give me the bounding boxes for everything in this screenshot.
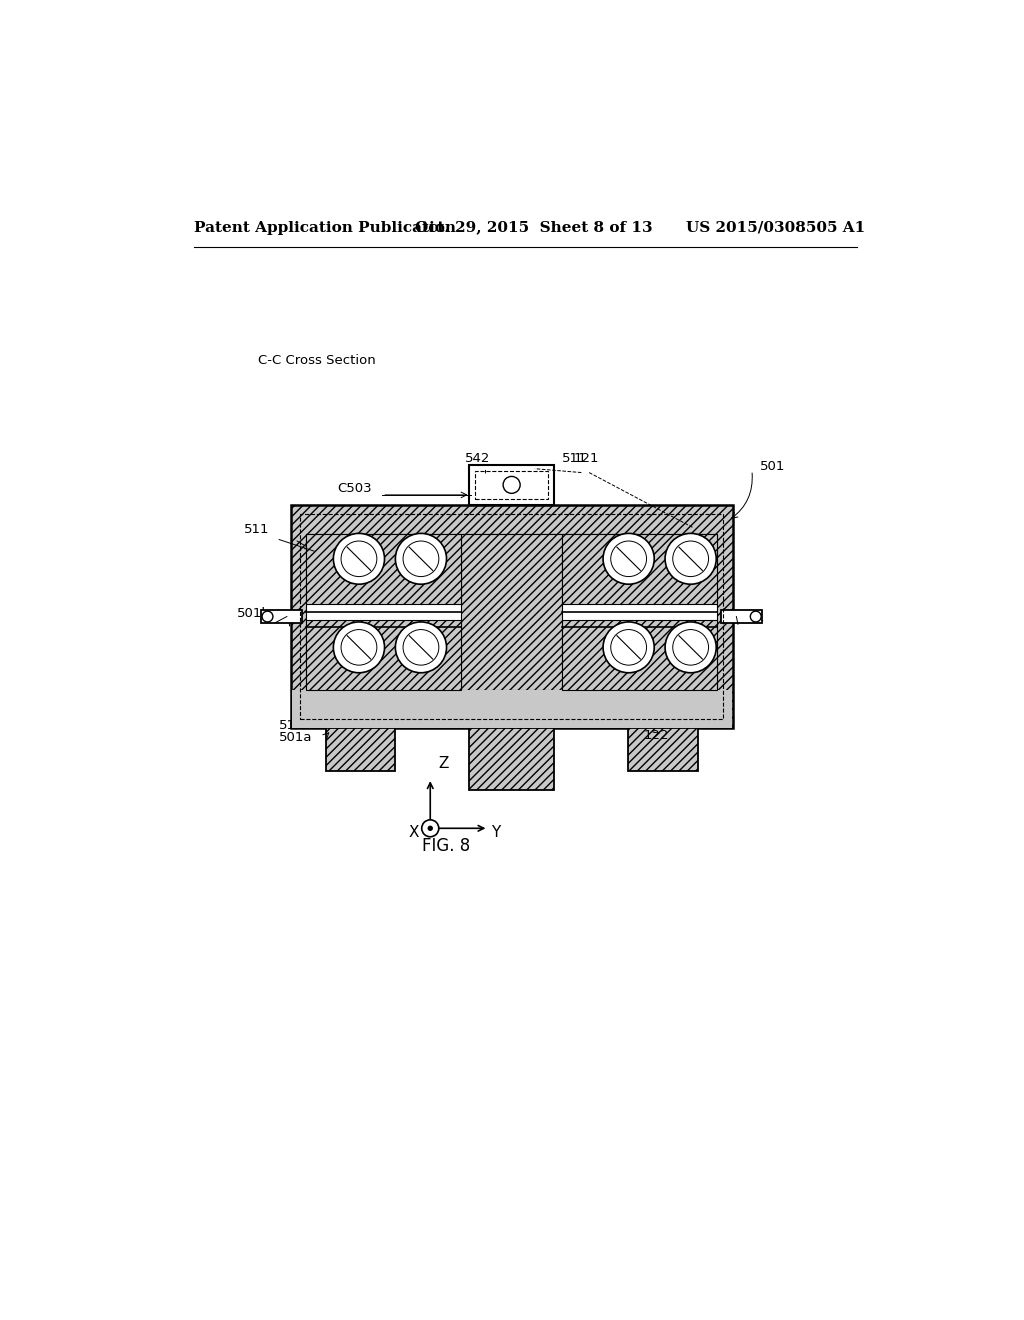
Circle shape: [262, 611, 273, 622]
Circle shape: [334, 622, 385, 673]
Circle shape: [665, 622, 716, 673]
Text: Patent Application Publication: Patent Application Publication: [194, 220, 456, 235]
Text: Y: Y: [490, 825, 500, 840]
Bar: [721, 610, 762, 623]
Bar: [292, 689, 732, 729]
Text: Oct. 29, 2015  Sheet 8 of 13: Oct. 29, 2015 Sheet 8 of 13: [415, 220, 652, 235]
Circle shape: [751, 611, 761, 622]
Bar: [300, 515, 723, 719]
Bar: [306, 535, 717, 689]
Circle shape: [334, 533, 385, 585]
Circle shape: [503, 477, 520, 494]
Text: 501: 501: [760, 459, 785, 473]
Circle shape: [665, 533, 716, 585]
Circle shape: [395, 533, 446, 585]
Text: 541: 541: [740, 611, 766, 624]
Text: US 2015/0308505 A1: US 2015/0308505 A1: [686, 220, 865, 235]
Bar: [562, 535, 717, 605]
Bar: [291, 506, 732, 729]
Circle shape: [395, 622, 446, 673]
Bar: [306, 535, 461, 605]
Circle shape: [428, 825, 433, 832]
Bar: [628, 729, 697, 771]
Circle shape: [603, 622, 654, 673]
Text: 511: 511: [562, 451, 588, 465]
Text: Z: Z: [438, 755, 449, 771]
Text: 512: 512: [280, 719, 304, 733]
Bar: [562, 619, 717, 689]
Text: 542: 542: [465, 451, 490, 465]
Text: X: X: [409, 825, 420, 840]
Bar: [461, 535, 562, 689]
Bar: [469, 465, 554, 506]
Bar: [475, 471, 548, 499]
Text: 512: 512: [508, 719, 534, 733]
Text: SP501: SP501: [640, 715, 681, 729]
Circle shape: [422, 820, 438, 837]
Circle shape: [603, 533, 654, 585]
Text: 501a: 501a: [280, 730, 312, 743]
Bar: [306, 619, 461, 689]
Bar: [261, 610, 302, 623]
Text: 501b: 501b: [237, 607, 270, 620]
Text: 511: 511: [245, 523, 269, 536]
Text: C-C Cross Section: C-C Cross Section: [258, 354, 376, 367]
Text: 122: 122: [643, 729, 669, 742]
Text: C503: C503: [337, 482, 372, 495]
Bar: [469, 729, 554, 789]
Text: FIG. 8: FIG. 8: [423, 837, 471, 855]
Text: 121: 121: [573, 451, 599, 465]
Bar: [326, 729, 395, 771]
